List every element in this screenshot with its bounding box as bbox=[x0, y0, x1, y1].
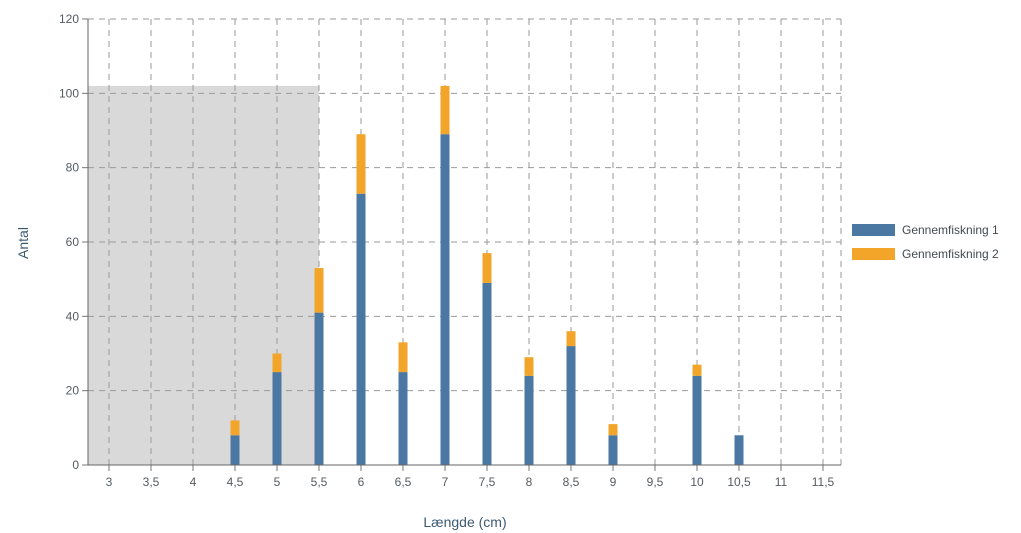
y-tick-label: 40 bbox=[66, 309, 80, 323]
bar-series2 bbox=[566, 331, 576, 347]
y-tick-label: 0 bbox=[72, 458, 79, 472]
legend-swatch bbox=[852, 224, 895, 236]
bar-series1 bbox=[440, 134, 450, 465]
x-tick-label: 10,5 bbox=[727, 475, 751, 489]
bar-series1 bbox=[608, 435, 618, 465]
x-tick-label: 4,5 bbox=[227, 475, 244, 489]
bar-series2 bbox=[440, 85, 450, 135]
bar-series2 bbox=[230, 420, 240, 436]
legend-label: Gennemfiskning 2 bbox=[902, 247, 999, 261]
x-tick-label: 3 bbox=[106, 475, 113, 489]
x-axis-title: Længde (cm) bbox=[423, 514, 506, 530]
y-tick-label: 120 bbox=[59, 12, 79, 26]
bar-series1 bbox=[692, 375, 702, 465]
shaded-region bbox=[88, 85, 319, 466]
bars bbox=[230, 85, 744, 465]
shaded-region-layer bbox=[88, 85, 319, 466]
y-tick-label: 80 bbox=[66, 161, 80, 175]
bar-series1 bbox=[482, 282, 492, 465]
y-tick-label: 100 bbox=[59, 86, 79, 100]
x-tick-label: 7 bbox=[442, 475, 449, 489]
x-tick-label: 5,5 bbox=[311, 475, 328, 489]
bar-series1 bbox=[314, 312, 324, 465]
axes: 0 20 40 60 80 100 120 3 3,5 4 4,5 5 5,5 6 6,5 7 7,5 8 8,5 9… bbox=[59, 12, 841, 489]
bar-series1 bbox=[230, 435, 240, 465]
bar-series1 bbox=[272, 372, 282, 465]
x-tick-label: 5 bbox=[274, 475, 281, 489]
y-axis-title: Antal bbox=[15, 227, 31, 259]
bar-series1 bbox=[566, 346, 576, 465]
x-tick-label: 8 bbox=[526, 475, 533, 489]
legend-label: Gennemfiskning 1 bbox=[902, 223, 999, 237]
x-tick-label: 8,5 bbox=[563, 475, 580, 489]
bar-series1 bbox=[524, 375, 534, 465]
gridlines bbox=[88, 18, 842, 465]
x-tick-label: 9 bbox=[610, 475, 617, 489]
bar-series1 bbox=[398, 372, 408, 465]
y-tick-label: 20 bbox=[66, 384, 80, 398]
bar-series2 bbox=[272, 353, 282, 373]
legend: Gennemfiskning 1 Gennemfiskning 2 bbox=[852, 223, 999, 261]
x-tick-label: 6,5 bbox=[395, 475, 412, 489]
x-tick-label: 6 bbox=[358, 475, 365, 489]
x-tick-label: 7,5 bbox=[479, 475, 496, 489]
bar-series2 bbox=[398, 342, 408, 373]
x-tick-label: 4 bbox=[190, 475, 197, 489]
x-tick-label: 10 bbox=[690, 475, 704, 489]
bar-series2 bbox=[608, 424, 618, 436]
bar-series2 bbox=[524, 357, 534, 376]
x-tick-label: 9,5 bbox=[647, 475, 664, 489]
bar-series1 bbox=[356, 193, 366, 465]
bar-series1 bbox=[734, 435, 744, 465]
bar-series2 bbox=[314, 268, 324, 313]
x-tick-label: 3,5 bbox=[143, 475, 160, 489]
x-tick-label: 11,5 bbox=[812, 475, 835, 489]
legend-swatch bbox=[852, 248, 895, 260]
bar-series2 bbox=[482, 253, 492, 283]
y-tick-label: 60 bbox=[66, 235, 80, 249]
bar-series2 bbox=[356, 134, 366, 194]
x-tick-label: 11 bbox=[775, 475, 788, 489]
bar-series2 bbox=[692, 364, 702, 376]
